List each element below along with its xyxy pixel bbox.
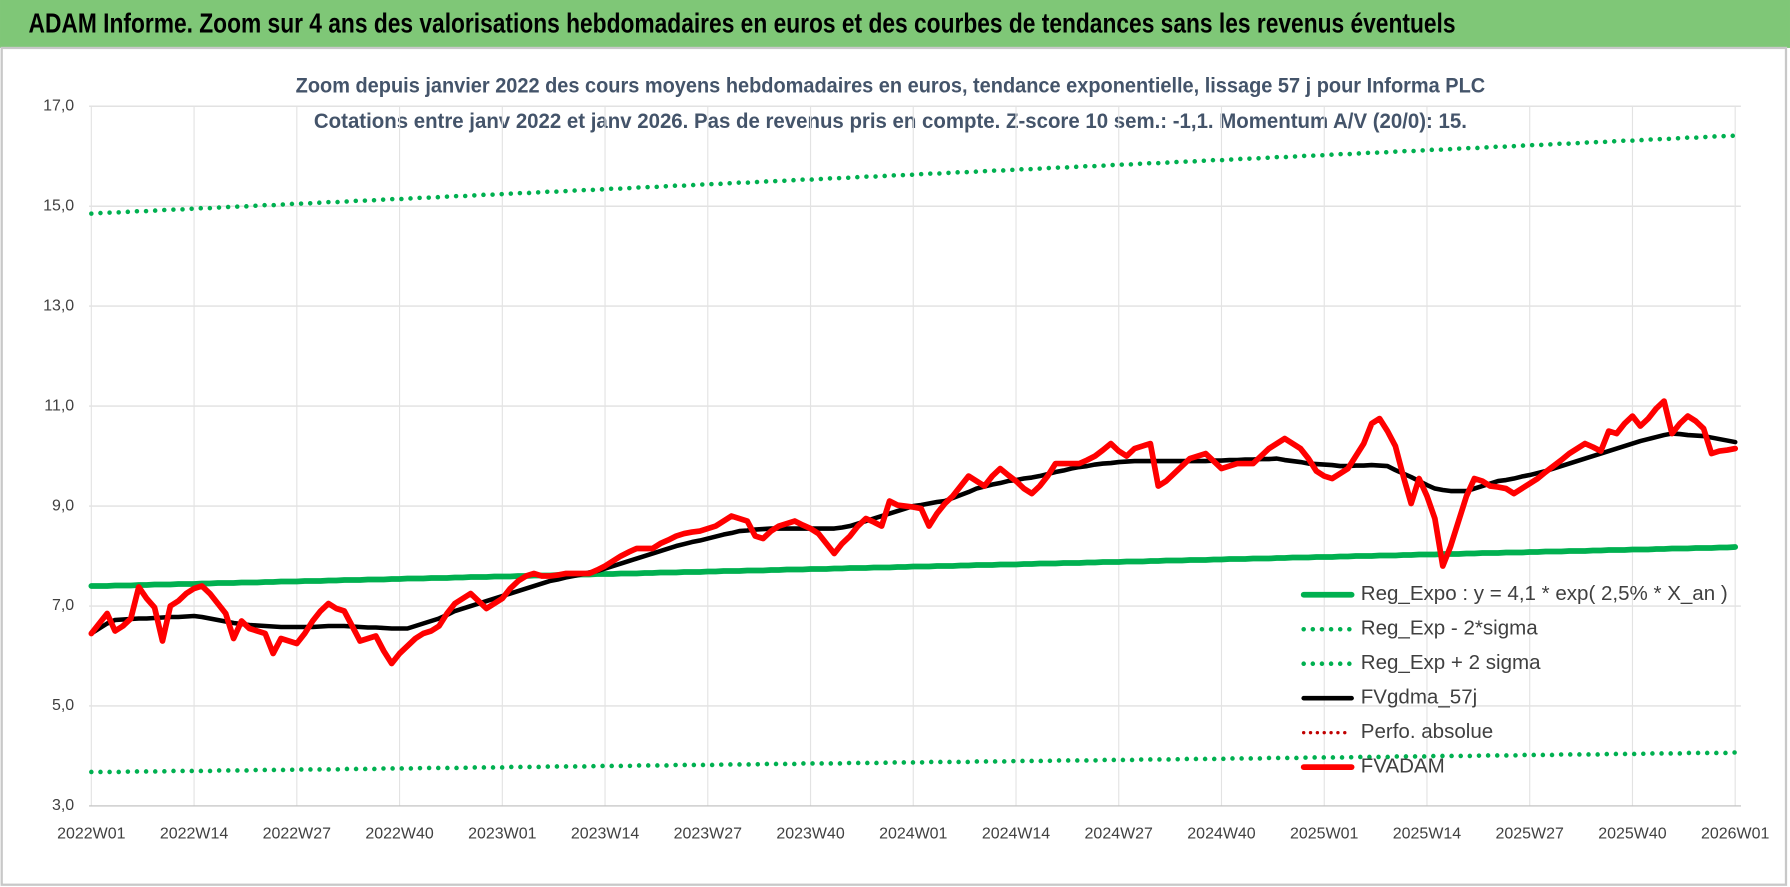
legend-label: Reg_Expo : y = 4,1 * exp( 2,5% * X_an ) (1361, 582, 1728, 605)
chart-subtitle: Cotations entre janv 2022 et janv 2026. … (314, 108, 1467, 133)
x-tick-label: 2022W40 (365, 826, 433, 843)
y-tick-label: 13,0 (43, 297, 74, 314)
series-line (89, 133, 1738, 216)
x-tick-label: 2023W27 (674, 826, 742, 843)
y-tick-label: 17,0 (43, 97, 74, 114)
y-tick-label: 9,0 (52, 497, 74, 514)
y-tick-label: 7,0 (52, 597, 74, 614)
series-line (88, 544, 1739, 589)
x-tick-label: 2024W01 (879, 826, 947, 843)
x-tick-label: 2024W27 (1085, 826, 1153, 843)
x-tick-label: 2022W27 (263, 826, 331, 843)
x-tick-label: 2022W01 (57, 826, 125, 843)
x-tick-label: 2024W40 (1187, 826, 1255, 843)
x-tick-label: 2025W14 (1393, 826, 1461, 843)
legend-label: Reg_Exp - 2*sigma (1361, 617, 1538, 640)
legend-label: FVgdma_57j (1361, 686, 1477, 709)
y-tick-label: 5,0 (52, 697, 74, 714)
y-tick-label: 15,0 (43, 197, 74, 214)
x-tick-label: 2022W14 (160, 826, 228, 843)
header-band (0, 0, 1790, 48)
legend-label: FVADAM (1361, 755, 1445, 778)
x-tick-label: 2023W01 (468, 826, 536, 843)
x-tick-label: 2023W14 (571, 826, 639, 843)
chart-frame (0, 46, 1788, 886)
y-tick-label: 3,0 (52, 797, 74, 814)
header-title: ADAM Informe. Zoom sur 4 ans des valoris… (29, 7, 1456, 38)
series-line (89, 750, 1738, 775)
x-tick-label: 2023W40 (776, 826, 844, 843)
x-tick-label: 2025W40 (1598, 826, 1666, 843)
legend-label: Reg_Exp + 2 sigma (1361, 651, 1541, 674)
x-tick-label: 2024W14 (982, 826, 1050, 843)
legend-label: Perfo. absolue (1361, 720, 1493, 743)
series-line (88, 398, 1739, 667)
x-tick-label: 2025W27 (1496, 826, 1564, 843)
x-tick-label: 2026W01 (1701, 826, 1769, 843)
x-tick-label: 2025W01 (1290, 826, 1358, 843)
y-tick-label: 11,0 (44, 397, 74, 414)
chart-title: Zoom depuis janvier 2022 des cours moyen… (296, 72, 1486, 97)
